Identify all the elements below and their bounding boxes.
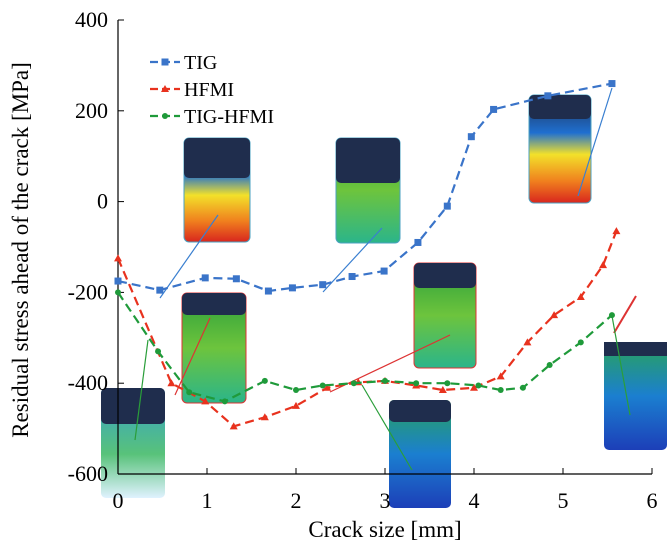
marker (232, 275, 240, 283)
legend-marker (162, 113, 168, 119)
legend-marker (161, 58, 169, 66)
arrow (134, 339, 149, 441)
inset-image (389, 400, 451, 422)
marker (293, 387, 299, 394)
marker (229, 422, 238, 430)
marker (577, 339, 584, 346)
marker (576, 292, 585, 300)
inset-image (389, 400, 451, 508)
marker (186, 389, 193, 396)
marker (201, 274, 209, 282)
marker (475, 382, 482, 389)
marker (608, 80, 616, 88)
marker (490, 105, 498, 113)
arrow (361, 384, 413, 471)
marker (438, 386, 447, 394)
x-tick-label: 1 (202, 488, 213, 513)
y-tick-label: 400 (75, 7, 108, 32)
series-line (116, 230, 618, 428)
x-tick-label: 0 (113, 488, 124, 513)
inset-image (182, 293, 246, 315)
marker (523, 338, 532, 346)
marker (380, 267, 388, 275)
inset-image (604, 342, 667, 356)
marker (444, 380, 451, 387)
y-tick-label: -200 (68, 279, 108, 304)
inset-image (184, 138, 250, 178)
marker (443, 202, 451, 210)
x-axis-title: Crack size [mm] (308, 517, 461, 542)
marker (382, 377, 388, 384)
x-tick-label: 6 (647, 488, 658, 513)
inset-image (414, 263, 476, 288)
marker (319, 281, 327, 289)
marker (467, 133, 475, 141)
arrow (322, 227, 383, 293)
x-tick-label: 5 (558, 488, 569, 513)
inset-arrows (134, 87, 637, 471)
marker (115, 289, 121, 296)
marker (288, 284, 296, 292)
inset-image (604, 342, 667, 450)
x-tick-label: 4 (469, 488, 480, 513)
marker (612, 227, 621, 235)
y-tick-label: -600 (68, 461, 108, 486)
marker (546, 362, 553, 369)
marker (599, 261, 608, 269)
y-axis-title: Residual stress ahead of the crack [MPa] (8, 62, 33, 438)
y-tick-label: 200 (75, 98, 108, 123)
marker (608, 312, 615, 319)
marker (201, 397, 210, 405)
marker (348, 273, 356, 281)
legend-label: TIG (184, 52, 217, 74)
inset-image (101, 388, 165, 424)
legend-label: HFMI (184, 79, 234, 101)
arrow (577, 87, 613, 197)
marker (544, 92, 552, 100)
marker (519, 384, 526, 391)
marker (319, 382, 326, 389)
marker (260, 413, 269, 421)
marker (550, 311, 559, 319)
inset-image (529, 95, 591, 119)
inset-image (336, 138, 400, 183)
marker (155, 348, 162, 355)
marker (114, 277, 122, 285)
fe-insets (101, 87, 667, 508)
marker (414, 238, 422, 246)
marker (264, 287, 272, 295)
x-tick-label: 2 (291, 488, 302, 513)
marker (470, 383, 478, 391)
marker (323, 383, 332, 391)
marker (221, 398, 228, 405)
marker (114, 254, 122, 262)
marker (292, 401, 300, 409)
arrow (329, 334, 451, 393)
y-tick-label: 0 (97, 189, 108, 214)
legend-label: TIG-HFMI (184, 106, 274, 128)
marker (413, 380, 420, 387)
marker (156, 286, 164, 294)
arrow (613, 295, 637, 334)
marker (496, 372, 505, 380)
arrow (159, 214, 219, 299)
marker (261, 377, 268, 384)
legend-marker (161, 85, 169, 92)
x-tick-label: 3 (380, 488, 391, 513)
arrow (174, 317, 211, 396)
marker (497, 387, 504, 394)
arrow (611, 315, 631, 416)
marker (350, 380, 357, 387)
marker (167, 379, 176, 387)
y-tick-label: -400 (68, 370, 108, 395)
